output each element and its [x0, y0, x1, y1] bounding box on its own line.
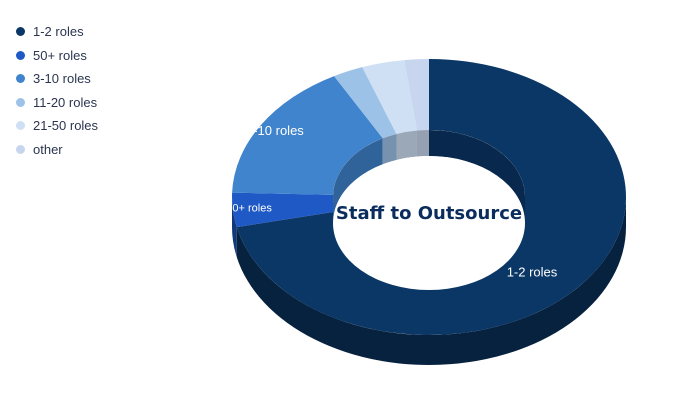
donut-sides: [232, 197, 627, 365]
slice-side-50-roles: [232, 197, 237, 258]
legend-item-11-20-roles[interactable]: 11-20 roles: [16, 91, 98, 115]
legend-item-1-2-roles[interactable]: 1-2 roles: [16, 20, 98, 44]
slice-21-50-roles[interactable]: [362, 60, 417, 134]
legend-swatch: [16, 144, 25, 154]
donut-inner-wall: [333, 130, 525, 290]
legend-label: 3-10 roles: [33, 71, 91, 87]
legend-label: 11-20 roles: [33, 94, 98, 110]
legend-label: other: [33, 141, 63, 157]
legend-swatch: [16, 121, 25, 131]
slice-11-20-roles[interactable]: [334, 67, 397, 139]
slice-3-10-roles[interactable]: [232, 76, 383, 195]
donut-hole-floor: [333, 156, 525, 290]
legend-item-other[interactable]: other: [16, 138, 98, 162]
legend: 1-2 roles 50+ roles 3-10 roles 11-20 roles 2…: [16, 20, 98, 161]
slice-label-50-roles: 50+ roles: [226, 203, 272, 215]
legend-item-21-50-roles[interactable]: 21-50 roles: [16, 114, 98, 138]
legend-label: 50+ roles: [33, 47, 87, 63]
legend-item-3-10-roles[interactable]: 3-10 roles: [16, 67, 98, 91]
slice-side-1-2-roles: [236, 197, 627, 365]
slice-other[interactable]: [404, 59, 429, 131]
donut-tops: [232, 59, 627, 336]
slice-50-roles[interactable]: [232, 192, 336, 228]
legend-label: 1-2 roles: [33, 24, 84, 40]
slice-inner-wall-3-10-roles: [333, 138, 383, 221]
legend-swatch: [16, 27, 25, 37]
legend-swatch: [16, 50, 25, 60]
chart-title: Staff to Outsource: [336, 203, 522, 224]
slice-label-1-2-roles: 1-2 roles: [507, 264, 558, 279]
slice-labels: 1-2 roles 50+ roles 3-10 roles: [226, 123, 558, 280]
slice-inner-wall-other: [416, 130, 429, 157]
legend-label: 21-50 roles: [33, 118, 99, 134]
legend-item-50-roles[interactable]: 50+ roles: [16, 44, 98, 68]
legend-swatch: [16, 74, 25, 84]
slice-1-2-roles[interactable]: [236, 59, 627, 336]
legend-swatch: [16, 97, 25, 107]
slice-inner-wall-11-20-roles: [382, 133, 397, 165]
slice-label-3-10-roles: 3-10 roles: [246, 123, 304, 138]
slice-inner-wall-1-2-roles: [429, 130, 525, 223]
slice-inner-wall-21-50-roles: [396, 130, 417, 160]
